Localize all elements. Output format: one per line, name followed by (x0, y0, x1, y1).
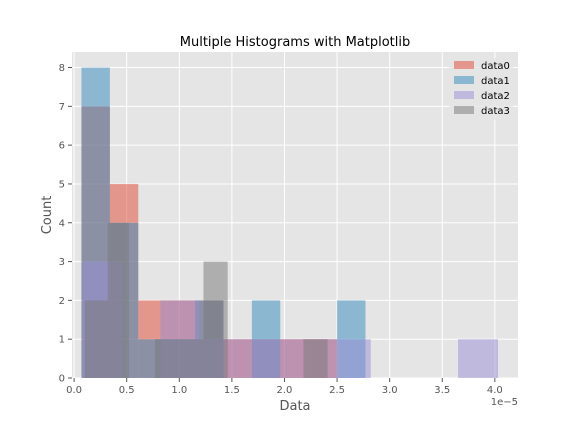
histogram-bar-data3 (303, 339, 328, 378)
histogram-bar-data2 (225, 339, 265, 378)
x-tick-label: 3.0 (382, 385, 398, 396)
legend-label-data2: data2 (481, 91, 510, 102)
y-axis-ticks: 0 1 2 3 4 5 6 7 8 (59, 63, 72, 385)
x-tick-label: 4.0 (487, 385, 503, 396)
y-tick-label: 6 (59, 141, 65, 152)
histogram-bars (81, 67, 499, 379)
histogram-bar-data3 (203, 261, 228, 378)
y-tick-label: 1 (59, 335, 65, 346)
x-axis-label: Data (279, 399, 310, 414)
legend-swatch-data1 (454, 76, 474, 84)
x-tick-label: 2.5 (329, 385, 345, 396)
y-tick-label: 5 (59, 179, 65, 190)
x-tick-label: 3.5 (434, 385, 450, 396)
y-axis-label: Count (40, 196, 55, 235)
y-tick-label: 4 (59, 218, 65, 229)
x-tick-label: 1.5 (224, 385, 240, 396)
y-tick-label: 2 (59, 296, 65, 307)
legend: data0 data1 data2 data3 (449, 58, 513, 120)
histogram-bar-data2 (458, 339, 499, 378)
y-tick-label: 7 (59, 102, 65, 113)
legend-swatch-data0 (454, 61, 474, 69)
x-tick-label: 0.5 (119, 385, 135, 396)
histogram-bar-data3 (84, 300, 108, 378)
legend-label-data1: data1 (481, 76, 510, 87)
legend-swatch-data3 (454, 106, 474, 114)
x-tick-label: 1.0 (171, 385, 187, 396)
histogram-bar-data2 (331, 339, 371, 378)
legend-label-data3: data3 (481, 106, 510, 117)
legend-swatch-data2 (454, 91, 474, 99)
x-tick-label: 2.0 (277, 385, 293, 396)
x-axis-ticks: 0.0 0.5 1.0 1.5 2.0 2.5 3.0 3.5 4.0 (66, 378, 503, 396)
y-tick-label: 0 (59, 374, 65, 385)
x-tick-label: 0.0 (66, 385, 82, 396)
histogram-bar-data3 (155, 339, 180, 378)
histogram-bar-data3 (107, 222, 129, 378)
histogram-bar-data2 (264, 339, 304, 378)
legend-label-data0: data0 (481, 61, 510, 72)
y-tick-label: 8 (59, 63, 65, 74)
y-tick-label: 3 (59, 257, 65, 268)
x-axis-offset-label: 1e−5 (491, 397, 518, 408)
histogram-bar-data3 (179, 339, 204, 378)
chart-title: Multiple Histograms with Matplotlib (180, 35, 411, 50)
